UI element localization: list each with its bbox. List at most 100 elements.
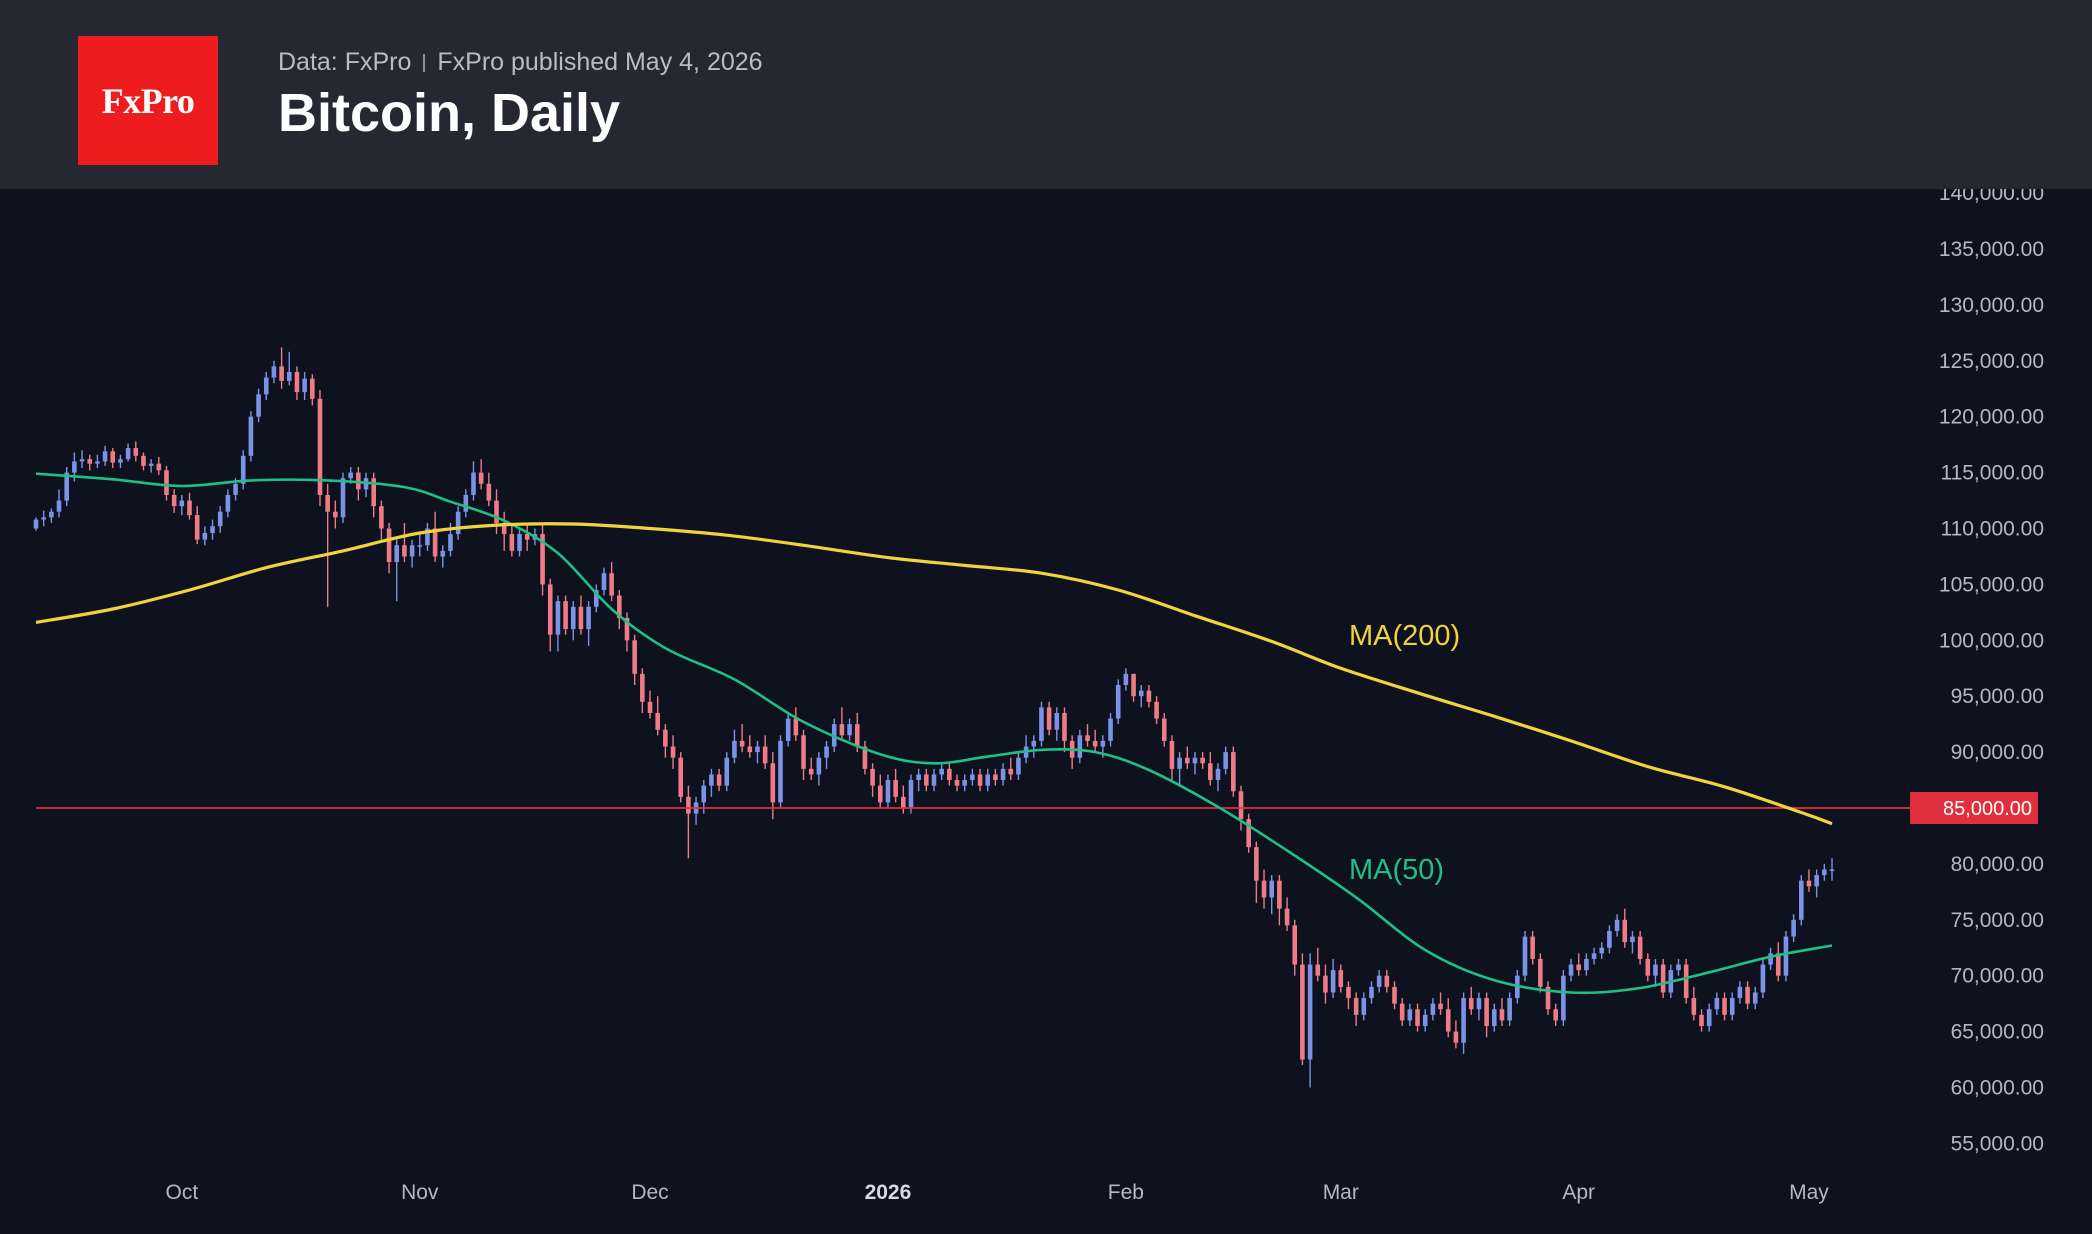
candle-body [41,517,46,520]
candle [1783,930,1789,982]
candle-body [1438,1003,1443,1010]
candle-body [1108,718,1113,741]
candle-body [1645,958,1651,976]
candle [1131,673,1136,702]
candle-body [440,550,446,557]
candle-body [1361,998,1367,1015]
candle-body [148,463,154,466]
candle-body [1008,768,1014,775]
candle [1653,958,1658,987]
y-tick-label: 130,000.00 [1939,294,2044,317]
candle-body [333,511,338,518]
candle [302,371,307,400]
candle [1039,701,1044,747]
y-tick-label: 100,000.00 [1939,629,2044,652]
candle [1231,746,1236,797]
candle [110,448,116,469]
candle-body [455,511,461,535]
candle [762,735,768,769]
candle-body [1430,1003,1436,1015]
candle-body [478,472,484,484]
ma200-label: MA(200) [1349,620,1460,652]
candle [87,454,93,471]
candle [1660,958,1666,999]
candle-body [425,528,430,546]
candle-body [49,511,54,518]
ma200-line [35,522,1833,826]
candle-body [647,701,653,713]
candle [640,668,645,713]
fxpro-logo: FxPro [78,36,218,165]
y-axis: 55,000.00 60,000.00 65,000.00 70,000.00 75,0… [1939,189,2044,1155]
candle-body [402,545,407,557]
candle [693,796,699,825]
candle-body [1829,869,1835,871]
candle-body [486,483,492,501]
candle-body [893,780,898,797]
candle-body [686,796,691,814]
candle [417,534,423,557]
candle [1169,735,1175,781]
candle-body [1806,880,1812,887]
candle [501,511,507,551]
x-tick-label: May [1789,1181,1829,1204]
candle-body [678,757,684,797]
chart-title: Bitcoin, Daily [278,83,621,143]
y-tick-label: 80,000.00 [1951,853,2044,876]
candle-body [263,377,269,395]
candle-body [271,366,277,378]
candle-body [279,366,284,381]
candle [294,366,300,400]
candle [1591,947,1597,965]
candle-body [1768,953,1773,965]
candle-body [79,459,85,462]
candle-body [1399,1003,1405,1021]
x-axis: Oct Nov Dec 2026 Feb Mar Apr May [165,1181,1829,1204]
candle-body [1614,919,1620,931]
candle [570,601,576,641]
candle-body [1630,936,1635,943]
candle [1607,925,1612,954]
candle-body [1737,986,1743,999]
candle-body [72,461,77,473]
candle-body [1369,986,1374,999]
candle-body [233,483,238,495]
candle-body [563,601,568,630]
candle [947,763,952,786]
candle [463,489,469,518]
candle-body [793,718,799,736]
y-tick-label: 65,000.00 [1951,1021,2044,1044]
candle [839,707,845,741]
candle [663,724,668,758]
candle-body [379,506,384,529]
candle-body [755,746,760,753]
candle-body [1453,1031,1459,1043]
candle-body [386,528,392,563]
x-tick-label: 2026 [865,1181,912,1204]
candle [1545,981,1551,1015]
candle [1445,998,1451,1038]
moving-averages: MA(200) MA(50) [35,472,1833,995]
candle [1346,981,1351,1010]
candle-body [1545,986,1551,1010]
candle-body [156,463,162,471]
candle-body [1553,1009,1558,1021]
candle [547,578,553,652]
candle [1499,998,1505,1027]
candle-body [1223,752,1228,769]
candle [1046,701,1052,736]
y-tick-label: 105,000.00 [1939,573,2044,596]
candle-body [1208,763,1213,781]
candle [386,522,392,574]
chart-subtitle: Data: FxPro FxPro published May 4, 2026 [278,48,763,77]
candle-body [1392,986,1397,1004]
candle-body [1330,970,1336,993]
candle [164,465,169,501]
candle-body [716,774,722,786]
candle [524,522,530,551]
candle [1676,958,1681,976]
logo-text: FxPro [101,80,195,121]
candle [1476,992,1482,1021]
candle [1399,998,1405,1027]
candle-body [1046,707,1052,730]
